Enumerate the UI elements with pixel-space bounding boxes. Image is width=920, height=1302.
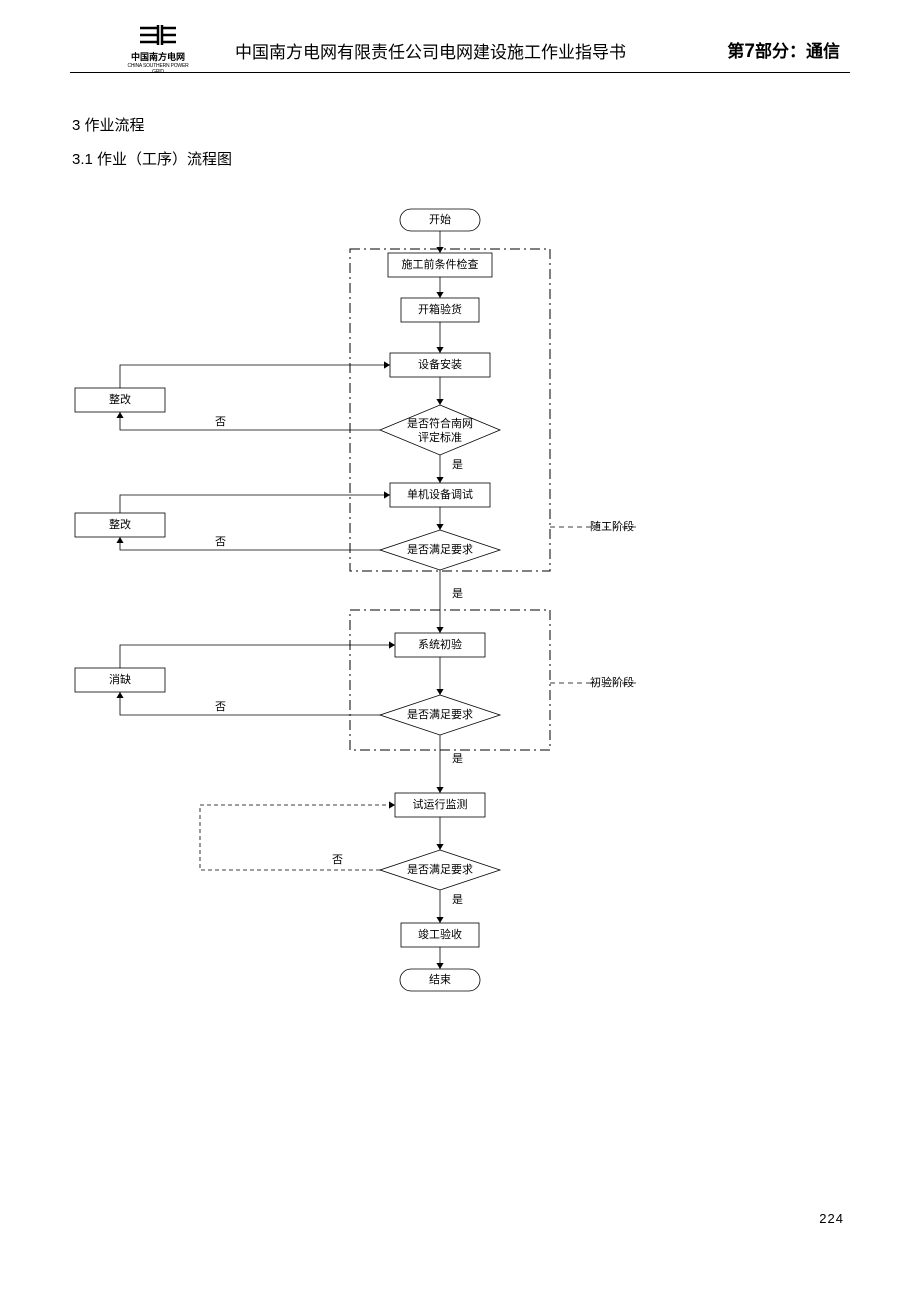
svg-text:竣工验收: 竣工验收 bbox=[418, 927, 462, 941]
logo-icon bbox=[136, 22, 180, 48]
svg-text:系统初验: 系统初验 bbox=[418, 637, 462, 651]
svg-text:否: 否 bbox=[215, 701, 226, 713]
page-number: 224 bbox=[819, 1211, 844, 1226]
svg-text:是: 是 bbox=[452, 893, 463, 906]
svg-text:整改: 整改 bbox=[109, 392, 131, 406]
svg-text:否: 否 bbox=[215, 416, 226, 428]
svg-text:试运行监测: 试运行监测 bbox=[413, 798, 468, 811]
svg-text:否: 否 bbox=[332, 854, 343, 866]
company-logo: 中国南方电网 CHINA SOUTHERN POWER GRID bbox=[126, 22, 190, 75]
svg-text:施工前条件检查: 施工前条件检查 bbox=[402, 257, 479, 271]
section-3-1-heading: 3.1 作业（工序）流程图 bbox=[72, 148, 232, 169]
svg-text:整改: 整改 bbox=[109, 517, 131, 531]
workflow-flowchart: 开始施工前条件检查开箱验货设备安装整改是否符合南网评定标准单机设备调试整改是否满… bbox=[0, 205, 920, 1105]
svg-text:是: 是 bbox=[452, 458, 463, 471]
section-3-heading: 3 作业流程 bbox=[72, 114, 145, 135]
page-header: 中国南方电网 CHINA SOUTHERN POWER GRID 中国南方电网有… bbox=[70, 22, 850, 73]
svg-text:结束: 结束 bbox=[429, 973, 451, 986]
logo-text: 中国南方电网 bbox=[126, 50, 190, 63]
svg-text:是否符合南网: 是否符合南网 bbox=[407, 416, 473, 430]
svg-text:是否满足要求: 是否满足要求 bbox=[407, 863, 473, 876]
svg-text:是: 是 bbox=[452, 587, 463, 600]
svg-text:初验阶段: 初验阶段 bbox=[590, 675, 634, 689]
svg-text:是否满足要求: 是否满足要求 bbox=[407, 543, 473, 556]
svg-text:评定标准: 评定标准 bbox=[418, 430, 462, 444]
header-part: 第7部分：通信 bbox=[727, 37, 840, 63]
header-title: 中国南方电网有限责任公司电网建设施工作业指导书 bbox=[235, 38, 626, 63]
svg-text:消缺: 消缺 bbox=[109, 672, 131, 686]
svg-text:设备安装: 设备安装 bbox=[418, 357, 462, 371]
logo-subtext: CHINA SOUTHERN POWER GRID bbox=[126, 63, 190, 75]
svg-text:开箱验货: 开箱验货 bbox=[418, 302, 462, 316]
svg-text:是否满足要求: 是否满足要求 bbox=[407, 708, 473, 721]
svg-text:单机设备调试: 单机设备调试 bbox=[407, 487, 473, 501]
svg-text:否: 否 bbox=[215, 536, 226, 548]
svg-text:随工阶段: 随工阶段 bbox=[590, 519, 634, 533]
svg-text:开始: 开始 bbox=[429, 212, 451, 226]
svg-text:是: 是 bbox=[452, 752, 463, 765]
